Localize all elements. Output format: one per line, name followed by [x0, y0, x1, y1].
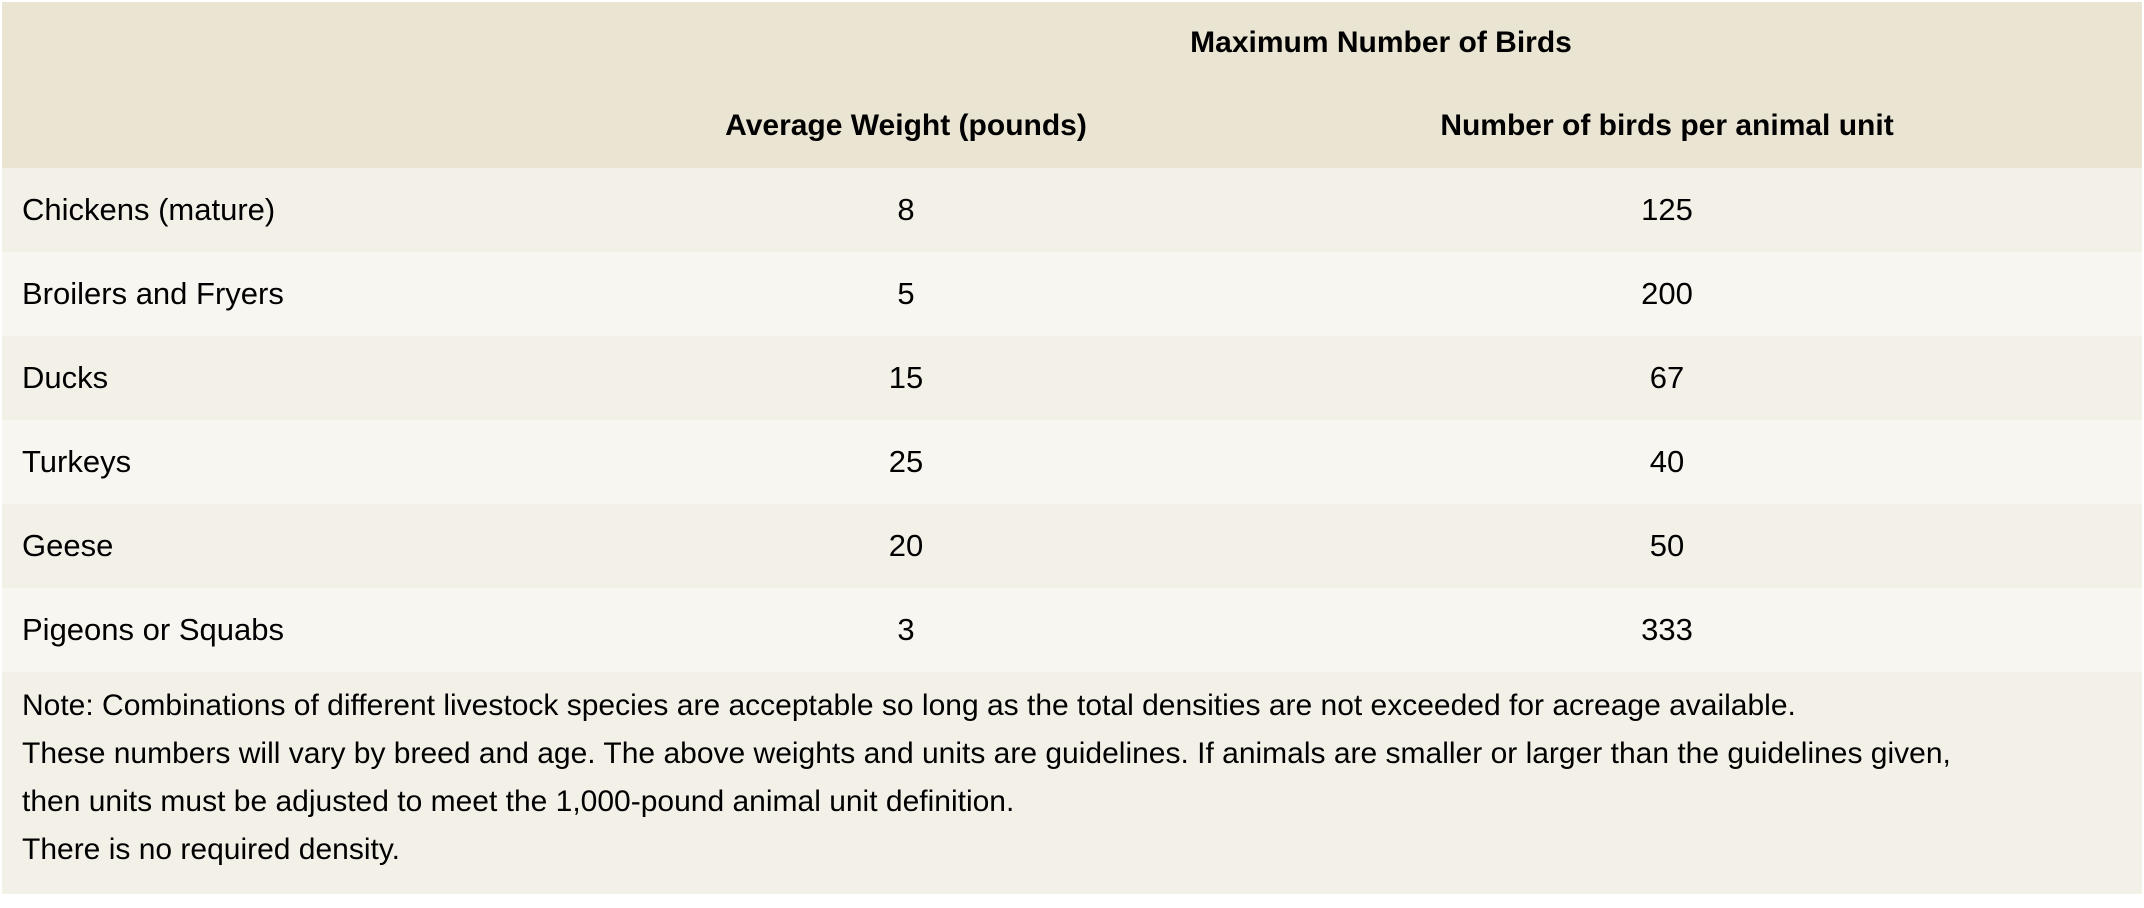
group-header-row: Maximum Number of Birds [2, 2, 2143, 84]
weight-cell: 15 [620, 336, 1192, 420]
table-row: Ducks 15 67 [2, 336, 2143, 420]
note-line: There is no required density. [22, 833, 400, 866]
weight-cell: 20 [620, 504, 1192, 588]
bird-density-table: Maximum Number of Birds Average Weight (… [2, 2, 2143, 672]
birds-per-unit-cell: 333 [1192, 588, 2143, 672]
birds-per-unit-cell: 40 [1192, 420, 2143, 504]
birds-per-unit-cell: 200 [1192, 252, 2143, 336]
bird-name-cell: Chickens (mature) [2, 168, 620, 252]
weight-cell: 25 [620, 420, 1192, 504]
note-line: then units must be adjusted to meet the … [22, 785, 1015, 818]
birds-per-unit-cell: 125 [1192, 168, 2143, 252]
bird-name-cell: Broilers and Fryers [2, 252, 620, 336]
table-row: Pigeons or Squabs 3 333 [2, 588, 2143, 672]
column-header-birds: Number of birds per animal unit [1192, 84, 2143, 168]
table-row: Broilers and Fryers 5 200 [2, 252, 2143, 336]
column-header-row: Average Weight (pounds) Number of birds … [2, 84, 2143, 168]
weight-cell: 8 [620, 168, 1192, 252]
column-header-name [2, 84, 620, 168]
bird-name-cell: Geese [2, 504, 620, 588]
bird-name-cell: Ducks [2, 336, 620, 420]
birds-per-unit-cell: 67 [1192, 336, 2143, 420]
table-row: Geese 20 50 [2, 504, 2143, 588]
bird-name-cell: Pigeons or Squabs [2, 588, 620, 672]
weight-cell: 3 [620, 588, 1192, 672]
note-line: These numbers will vary by breed and age… [22, 737, 1951, 770]
birds-per-unit-cell: 50 [1192, 504, 2143, 588]
weight-cell: 5 [620, 252, 1192, 336]
column-header-weight: Average Weight (pounds) [620, 84, 1192, 168]
table-row: Turkeys 25 40 [2, 420, 2143, 504]
table-notes: Note: Combinations of different livestoc… [2, 672, 2142, 894]
header-empty-cell [2, 2, 620, 84]
note-line: Note: Combinations of different livestoc… [22, 689, 1796, 722]
table-row: Chickens (mature) 8 125 [2, 168, 2143, 252]
bird-name-cell: Turkeys [2, 420, 620, 504]
group-header: Maximum Number of Birds [620, 2, 2143, 84]
